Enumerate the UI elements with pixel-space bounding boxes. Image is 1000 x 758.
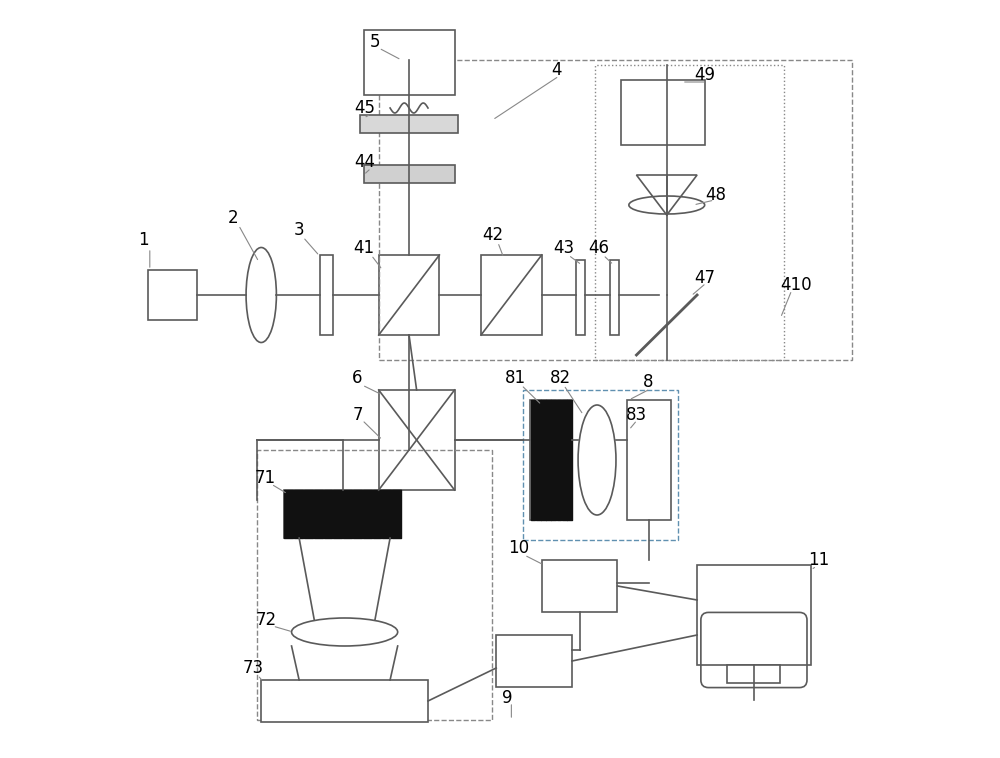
Bar bbox=[595, 65, 784, 360]
Bar bbox=[727, 665, 780, 683]
Text: 82: 82 bbox=[550, 369, 571, 387]
Bar bbox=[148, 270, 197, 320]
Bar bbox=[320, 255, 333, 335]
Text: 5: 5 bbox=[370, 33, 380, 51]
Bar bbox=[379, 60, 852, 360]
Bar bbox=[379, 255, 439, 335]
Text: 2: 2 bbox=[228, 209, 238, 227]
Text: 3: 3 bbox=[294, 221, 304, 239]
Text: 43: 43 bbox=[553, 239, 574, 257]
Bar bbox=[542, 560, 617, 612]
Text: 8: 8 bbox=[643, 373, 653, 391]
Text: 4: 4 bbox=[552, 61, 562, 79]
Bar bbox=[257, 450, 492, 720]
Ellipse shape bbox=[578, 405, 616, 515]
Bar bbox=[627, 400, 671, 520]
Text: 10: 10 bbox=[508, 539, 530, 557]
Text: 1: 1 bbox=[138, 231, 149, 249]
Text: 11: 11 bbox=[808, 551, 829, 569]
Bar bbox=[481, 255, 542, 335]
Text: 41: 41 bbox=[353, 239, 374, 257]
Text: 7: 7 bbox=[352, 406, 363, 424]
Bar bbox=[496, 635, 572, 687]
Ellipse shape bbox=[292, 618, 398, 646]
Bar bbox=[523, 390, 678, 540]
Bar bbox=[610, 260, 619, 335]
Text: 42: 42 bbox=[482, 226, 503, 244]
Text: 6: 6 bbox=[352, 369, 363, 387]
Text: 45: 45 bbox=[355, 99, 376, 117]
Text: 71: 71 bbox=[254, 469, 276, 487]
Bar bbox=[697, 565, 811, 665]
Bar bbox=[360, 115, 458, 133]
Bar bbox=[621, 80, 705, 145]
Bar bbox=[364, 30, 455, 95]
Ellipse shape bbox=[246, 248, 276, 343]
Bar bbox=[379, 390, 455, 490]
Text: 47: 47 bbox=[694, 269, 715, 287]
Text: 44: 44 bbox=[355, 153, 376, 171]
Text: 9: 9 bbox=[502, 689, 513, 707]
Bar bbox=[576, 260, 585, 335]
Bar bbox=[364, 165, 455, 183]
Text: 49: 49 bbox=[694, 66, 715, 84]
Text: 73: 73 bbox=[242, 659, 263, 677]
Text: 46: 46 bbox=[588, 239, 609, 257]
Bar bbox=[284, 490, 401, 538]
Bar bbox=[261, 680, 428, 722]
Text: 81: 81 bbox=[505, 369, 526, 387]
Ellipse shape bbox=[629, 196, 705, 214]
Text: 48: 48 bbox=[706, 186, 727, 204]
Text: 410: 410 bbox=[780, 276, 811, 294]
Bar bbox=[530, 400, 572, 520]
Text: 72: 72 bbox=[256, 611, 277, 629]
Text: 83: 83 bbox=[626, 406, 647, 424]
